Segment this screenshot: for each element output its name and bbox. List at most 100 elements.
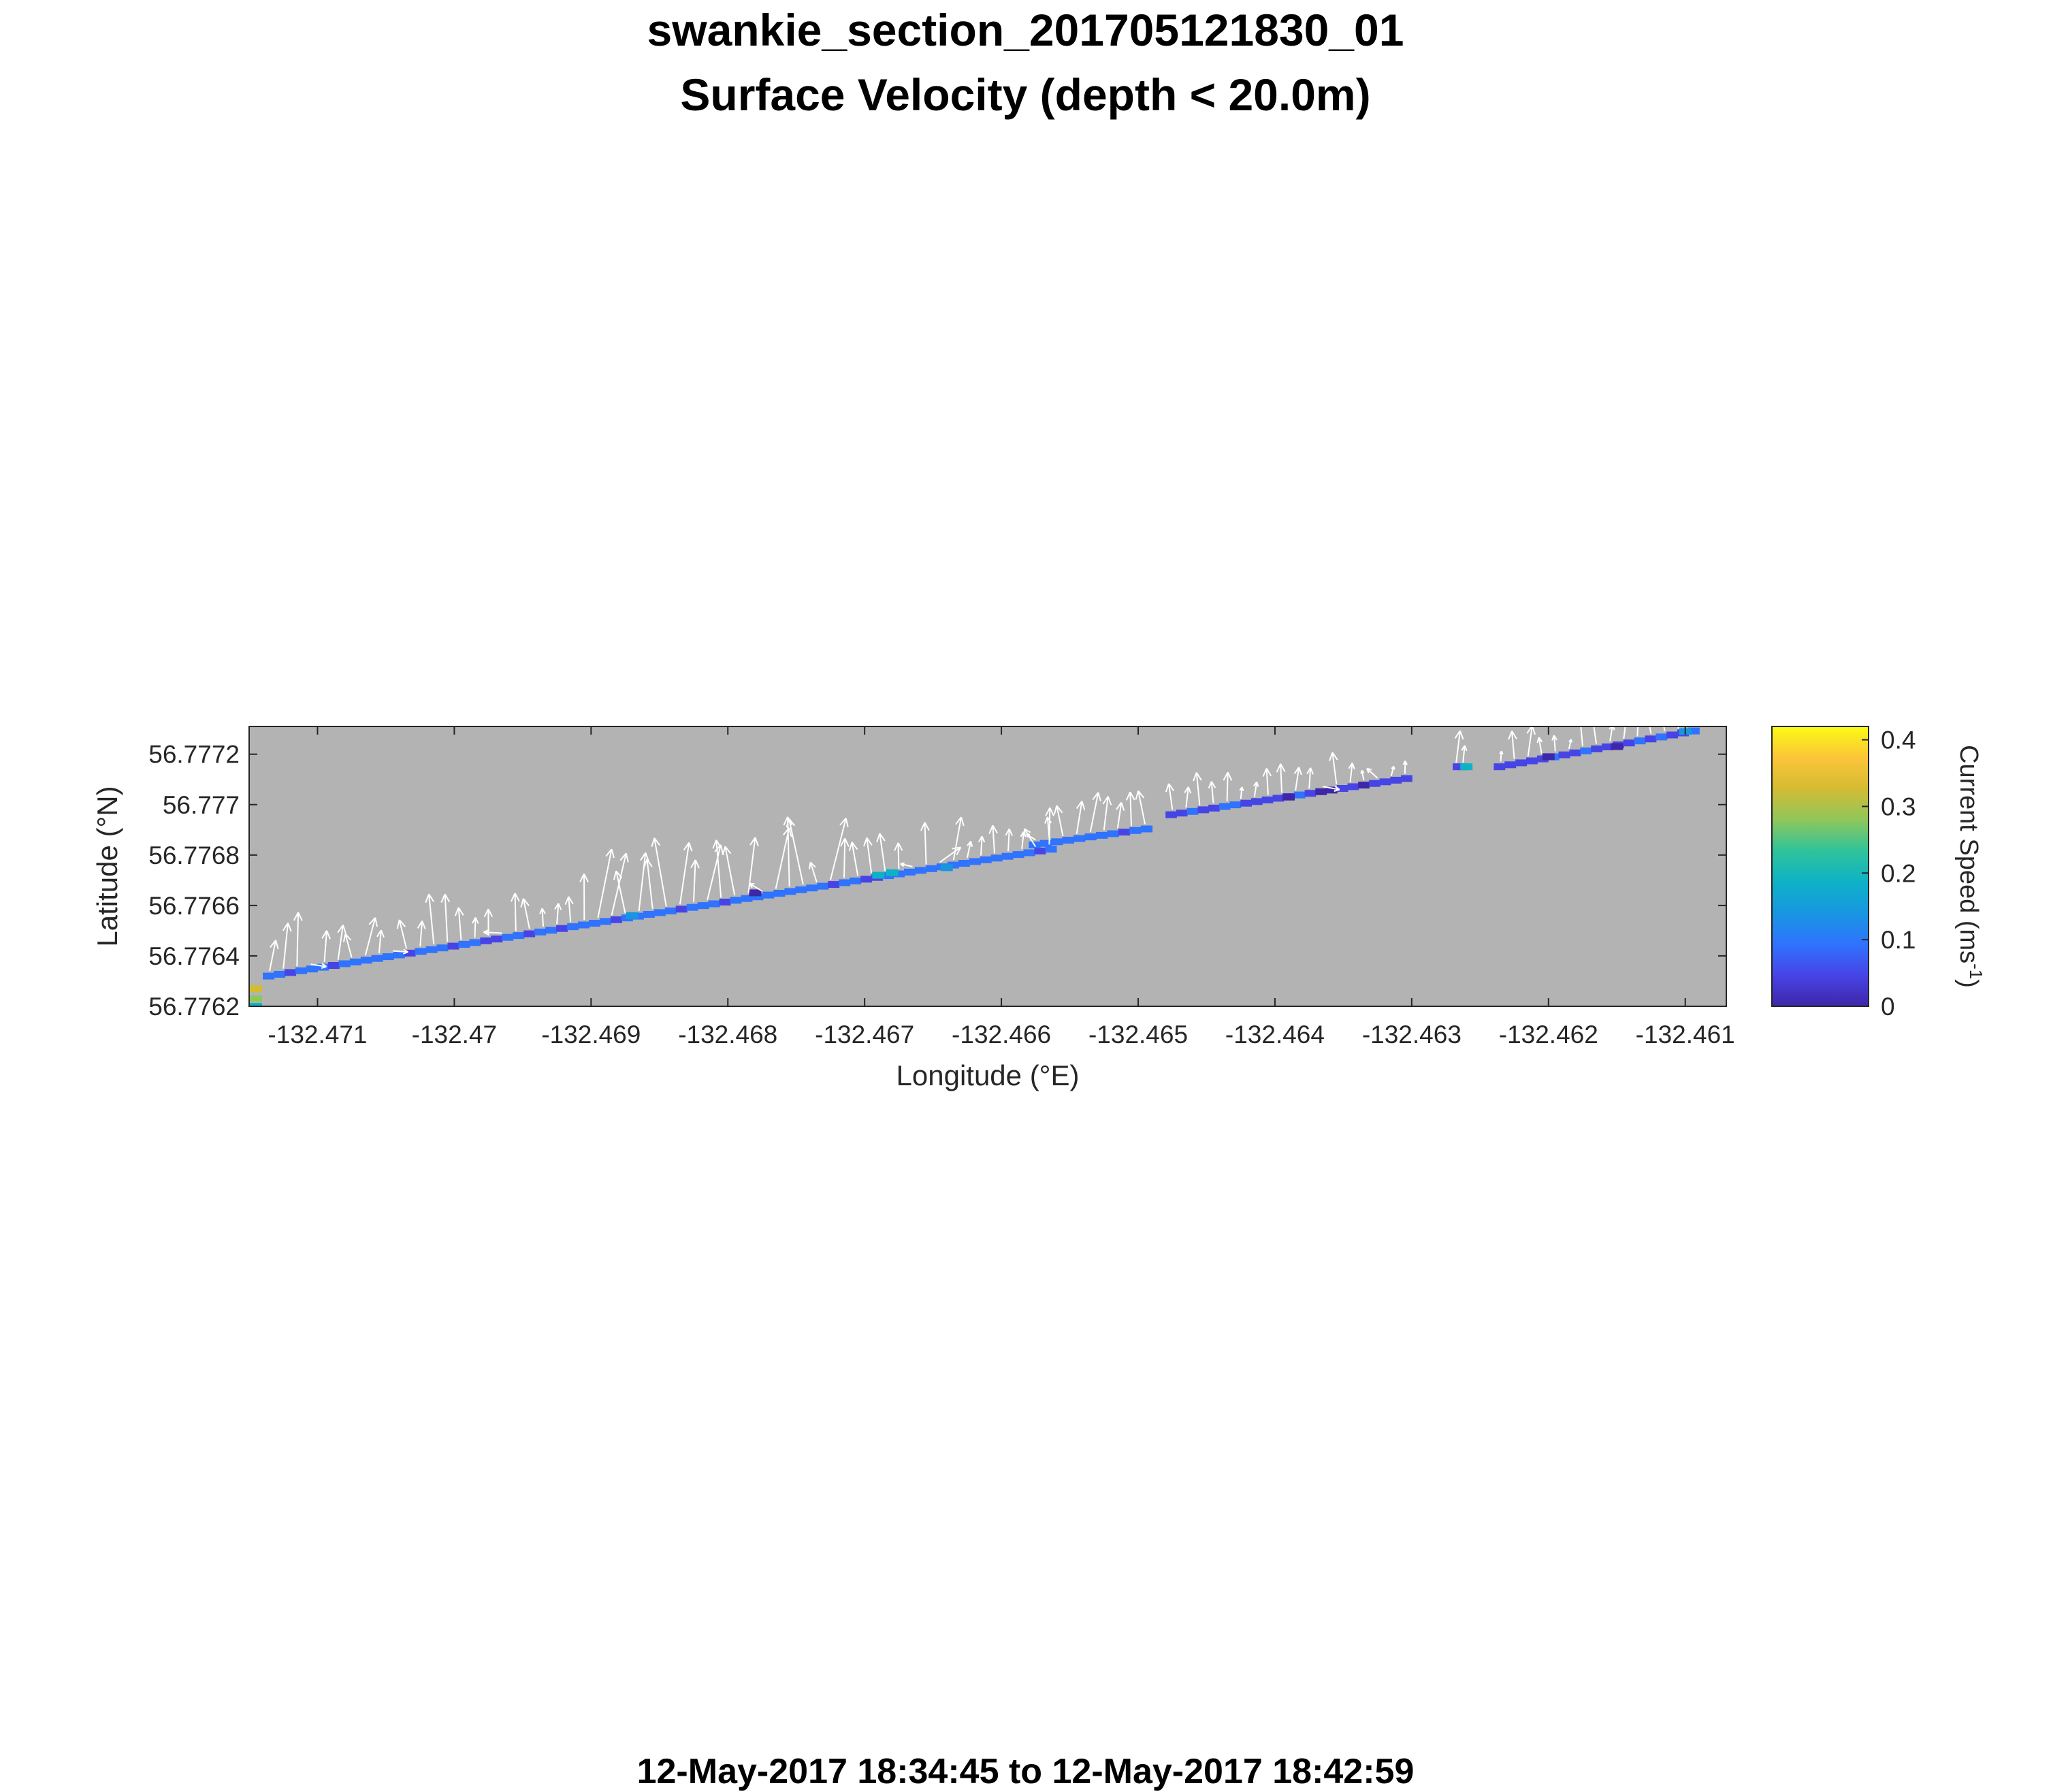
x-tick-label: -132.471: [268, 1021, 367, 1049]
track-cell: [361, 957, 372, 963]
speed-cell: [1611, 743, 1623, 750]
track-cell: [1305, 790, 1317, 797]
colorbar-tick-label: 0.2: [1881, 859, 1916, 887]
x-tick-label: -132.461: [1636, 1021, 1735, 1049]
track-cell: [1348, 784, 1359, 790]
track-cell: [1580, 748, 1592, 754]
track-cell: [1085, 833, 1097, 840]
track-cell: [545, 927, 557, 933]
colorbar-tick-label: 0.1: [1881, 926, 1916, 954]
track-cell: [285, 969, 296, 976]
track-cell: [904, 869, 916, 876]
x-axis-label: Longitude (°E): [897, 1059, 1080, 1091]
speed-cell: [941, 864, 953, 871]
track-cell: [1273, 795, 1285, 801]
track-cell: [915, 867, 926, 874]
track-cell: [1129, 827, 1141, 834]
track-cell: [709, 901, 720, 908]
track-cell: [1176, 810, 1188, 816]
track-cell: [1035, 848, 1046, 854]
track-cell: [372, 955, 383, 962]
y-tick-label: 56.7764: [148, 942, 240, 970]
track-cell: [328, 962, 340, 969]
track-cell: [1390, 777, 1402, 784]
track-cell: [426, 946, 438, 953]
track-cell: [1570, 750, 1581, 756]
track-cell: [991, 854, 1003, 861]
y-tick-label: 56.7762: [148, 993, 240, 1021]
track-cell: [806, 884, 818, 891]
track-cell: [1645, 735, 1657, 742]
track-cell: [676, 906, 688, 912]
track-cell: [784, 888, 796, 895]
track-cell: [1046, 846, 1057, 852]
x-tick-label: -132.468: [678, 1021, 777, 1049]
track-cell: [469, 939, 481, 946]
speed-cell: [1282, 794, 1295, 801]
track-cell: [589, 920, 600, 927]
track-cell: [969, 858, 981, 865]
track-cell: [850, 878, 861, 884]
track-cell: [339, 961, 351, 967]
track-cell: [383, 953, 394, 960]
track-cell: [839, 880, 850, 886]
speed-cell: [626, 912, 639, 919]
x-tick-label: -132.462: [1499, 1021, 1598, 1049]
track-cell: [1262, 797, 1274, 803]
track-cell: [1401, 775, 1412, 782]
x-tick-label: -132.47: [412, 1021, 498, 1049]
track-cell: [1219, 803, 1231, 810]
track-cell: [448, 943, 459, 950]
colorbar-tick-label: 0.3: [1881, 793, 1916, 820]
colorbar-ticks: 00.10.20.30.4: [1862, 726, 1916, 1021]
track-cell: [415, 948, 427, 955]
track-cell: [1634, 737, 1646, 744]
track-cell: [1187, 808, 1199, 815]
track-cell: [828, 881, 839, 888]
track-cell: [1197, 806, 1209, 813]
track-cell: [980, 857, 992, 863]
track-cell: [1040, 840, 1052, 847]
speed-cell: [1543, 753, 1555, 760]
track-cell: [534, 929, 546, 935]
colorbar-label-exponent: -1: [1966, 963, 1986, 979]
track-cell: [513, 932, 524, 939]
track-cell: [1624, 739, 1635, 746]
track-cell: [1013, 851, 1024, 858]
track-cell: [1666, 732, 1678, 739]
colorbar: [1772, 726, 1869, 1006]
track-cell: [1493, 763, 1505, 770]
track-cell: [1240, 800, 1252, 807]
speed-cell: [886, 869, 898, 876]
track-cell: [1504, 761, 1516, 768]
track-cell: [578, 922, 590, 929]
track-cell: [306, 965, 318, 972]
y-tick-label: 56.7768: [148, 842, 240, 869]
x-tick-label: -132.469: [541, 1021, 641, 1049]
track-cell: [1002, 853, 1014, 860]
speed-cell: [1460, 763, 1472, 770]
speed-cell: [250, 985, 262, 992]
speed-cell: [250, 995, 262, 1002]
track-cell: [1559, 752, 1570, 758]
y-tick-label: 56.777: [163, 791, 240, 819]
track-cell: [1024, 850, 1035, 857]
x-tick-label: -132.464: [1225, 1021, 1325, 1049]
track-cell: [1107, 831, 1118, 837]
track-cell: [1051, 838, 1063, 845]
track-cell: [437, 944, 449, 951]
track-cell: [1118, 829, 1130, 835]
track-cell: [274, 971, 285, 978]
x-tick-label: -132.463: [1362, 1021, 1461, 1049]
track-cell: [654, 909, 666, 916]
colorbar-label-close: ): [1954, 979, 1983, 988]
track-cell: [393, 952, 405, 959]
colorbar-label: Current Speed (ms-1): [1954, 745, 1986, 988]
x-tick-label: -132.467: [815, 1021, 914, 1049]
track-cell: [350, 959, 361, 965]
track-cell: [762, 892, 774, 899]
track-cell: [458, 941, 470, 948]
colorbar-label-text: Current Speed (ms: [1954, 745, 1983, 963]
track-cell: [1073, 835, 1085, 842]
track-cell: [1063, 837, 1074, 844]
